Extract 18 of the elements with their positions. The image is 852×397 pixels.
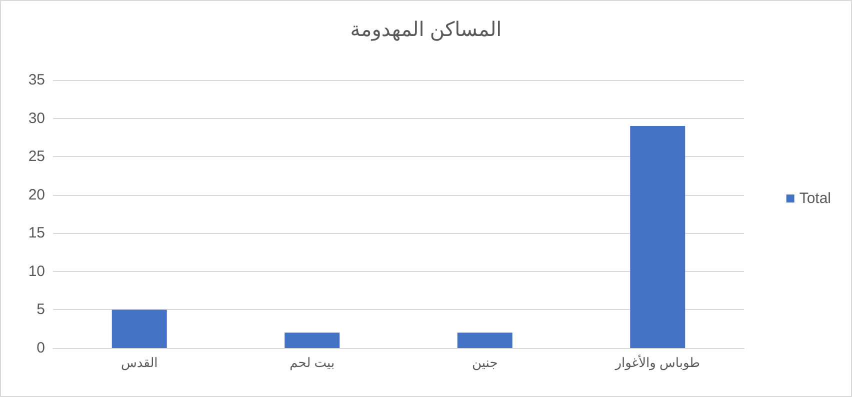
x-tick-label: جنين — [472, 355, 498, 371]
y-tick-label: 30 — [28, 110, 45, 127]
legend-label: Total — [799, 190, 832, 207]
y-tick-label: 20 — [28, 186, 45, 204]
chart-title: المساكن المهدومة — [350, 19, 502, 41]
bar — [457, 332, 512, 348]
bar — [630, 126, 686, 348]
y-tick-label: 25 — [28, 148, 45, 166]
y-tick-label: 10 — [28, 262, 45, 280]
y-tick-label: 5 — [36, 301, 45, 318]
y-tick-label: 15 — [28, 224, 45, 242]
bar — [112, 310, 167, 348]
x-tick-label: بيت لحم — [290, 355, 335, 371]
y-tick-label: 0 — [36, 340, 45, 356]
bar — [284, 332, 340, 348]
x-tick-label: طوباس والأغوار — [614, 354, 700, 371]
x-tick-label: القدس — [120, 355, 158, 371]
y-tick-label: 35 — [28, 72, 45, 88]
